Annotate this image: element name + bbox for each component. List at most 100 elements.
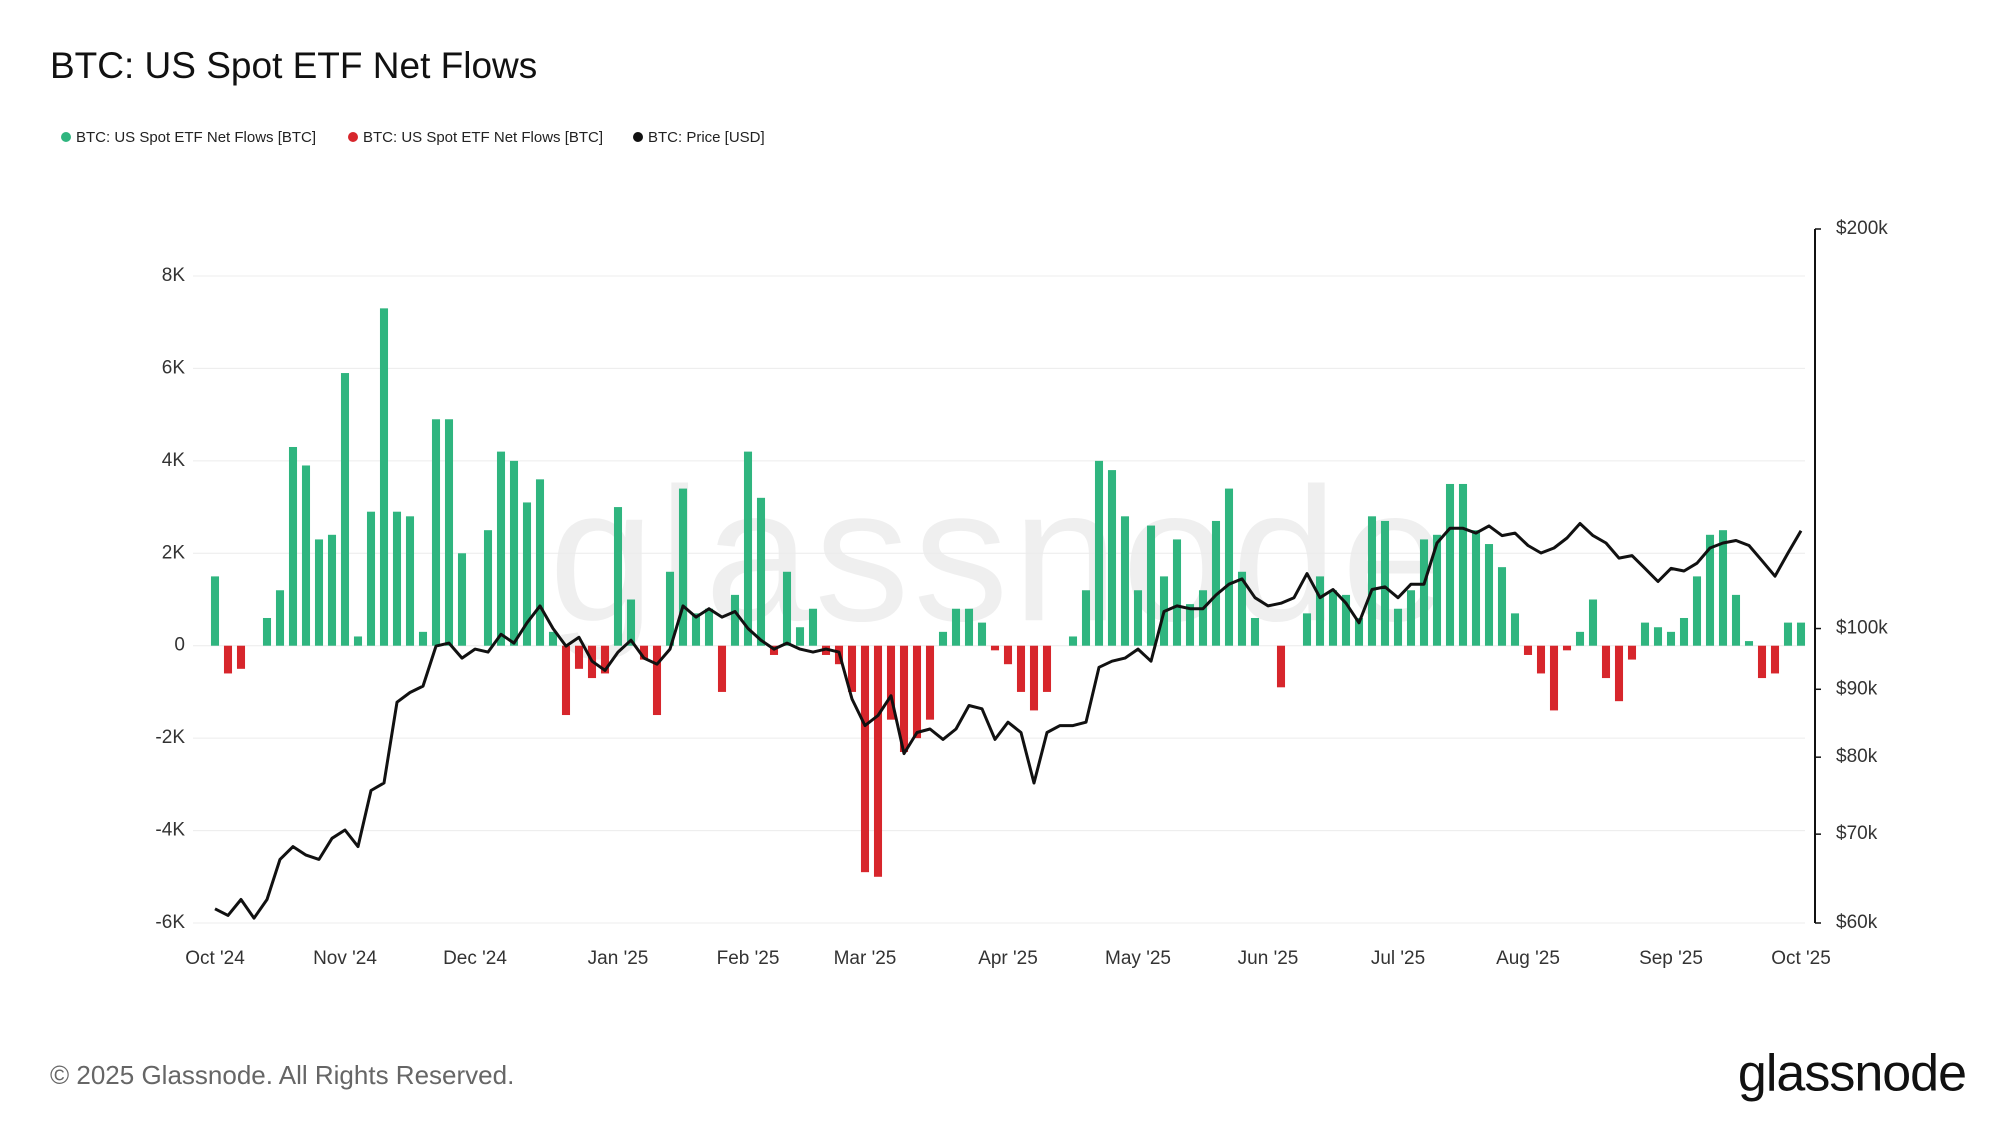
bar — [1562, 645, 1572, 651]
bar — [1523, 645, 1533, 655]
bar — [795, 627, 805, 646]
bar — [444, 419, 454, 646]
bar — [1406, 590, 1416, 646]
bar — [873, 645, 883, 877]
bar — [1458, 483, 1468, 646]
bar — [1315, 576, 1325, 646]
bar — [1120, 516, 1130, 646]
x-tick-label: Jan '25 — [588, 948, 649, 969]
bar — [418, 631, 428, 646]
bar — [951, 608, 961, 646]
bar — [964, 608, 974, 646]
y2-tick-label: $60k — [1836, 912, 1878, 933]
bar — [743, 451, 753, 646]
bar — [691, 613, 701, 646]
bar — [1380, 520, 1390, 646]
bar — [1237, 571, 1247, 646]
bar — [938, 631, 948, 646]
chart-title: BTC: US Spot ETF Net Flows — [50, 45, 537, 86]
bar — [483, 530, 493, 646]
bar — [678, 488, 688, 646]
bar — [574, 645, 584, 669]
bar — [509, 460, 519, 646]
bar — [756, 497, 766, 646]
bar — [548, 631, 558, 646]
bar — [808, 608, 818, 646]
price-line — [214, 522, 1803, 920]
y2-tick-label: $200k — [1836, 218, 1888, 239]
x-tick-label: May '25 — [1105, 948, 1171, 969]
bar — [1744, 641, 1754, 646]
bar — [1341, 594, 1351, 646]
y2-tick-label: $70k — [1836, 823, 1878, 844]
bar — [1497, 567, 1507, 646]
bar — [353, 636, 363, 646]
y-tick-label: 4K — [162, 450, 186, 471]
bar — [1692, 576, 1702, 646]
bar — [262, 617, 272, 646]
y-tick-label: 8K — [162, 265, 186, 286]
bar — [782, 571, 792, 646]
y-tick-label: 2K — [162, 542, 186, 563]
y-tick-label: 6K — [162, 357, 186, 378]
bar — [1081, 590, 1091, 646]
bar — [925, 645, 935, 720]
bar — [431, 419, 441, 646]
bar — [236, 645, 246, 669]
y-tick-label: 0 — [174, 635, 185, 656]
legend-marker — [61, 132, 71, 142]
bar — [496, 451, 506, 646]
bar — [1705, 534, 1715, 646]
bar — [405, 516, 415, 646]
y2-tick-label: $100k — [1836, 618, 1888, 639]
bar — [1198, 590, 1208, 646]
x-tick-label: Oct '25 — [1771, 948, 1831, 969]
bar — [301, 465, 311, 646]
bar — [522, 502, 532, 646]
bar — [730, 594, 740, 646]
x-tick-label: Sep '25 — [1639, 948, 1703, 969]
y-tick-label: -2K — [155, 727, 185, 748]
bar — [1133, 590, 1143, 646]
bar — [1185, 604, 1195, 646]
bar — [1211, 520, 1221, 646]
bar — [379, 308, 389, 646]
bar — [990, 645, 1000, 651]
x-tick-label: Apr '25 — [978, 948, 1038, 969]
x-tick-label: Mar '25 — [834, 948, 897, 969]
bar — [1614, 645, 1624, 702]
bar — [1107, 470, 1117, 646]
legend-label: BTC: Price [USD] — [648, 129, 765, 146]
bar — [1731, 594, 1741, 646]
bar — [288, 446, 298, 646]
bar — [1783, 622, 1793, 646]
bar — [1003, 645, 1013, 665]
bar — [366, 511, 376, 646]
bar — [327, 534, 337, 646]
bar — [1172, 539, 1182, 646]
bar — [1042, 645, 1052, 692]
x-tick-label: Jul '25 — [1371, 948, 1425, 969]
bar — [457, 553, 467, 646]
y2-tick-label: $80k — [1836, 746, 1878, 767]
bar — [1393, 608, 1403, 646]
bar — [1588, 599, 1598, 646]
x-tick-label: Feb '25 — [717, 948, 780, 969]
bar — [535, 479, 545, 646]
bar — [977, 622, 987, 646]
copyright: © 2025 Glassnode. All Rights Reserved. — [50, 1060, 514, 1090]
bar — [1250, 617, 1260, 646]
logo: glassnode — [1738, 1045, 1966, 1103]
bar — [314, 539, 324, 646]
bar — [704, 608, 714, 646]
bar — [1718, 530, 1728, 646]
bar — [1068, 636, 1078, 646]
bar — [626, 599, 636, 646]
y-tick-label: -4K — [155, 820, 185, 841]
bar — [275, 590, 285, 646]
bar — [1471, 530, 1481, 646]
bar — [223, 645, 233, 674]
bar — [1419, 539, 1429, 646]
bar — [912, 645, 922, 739]
